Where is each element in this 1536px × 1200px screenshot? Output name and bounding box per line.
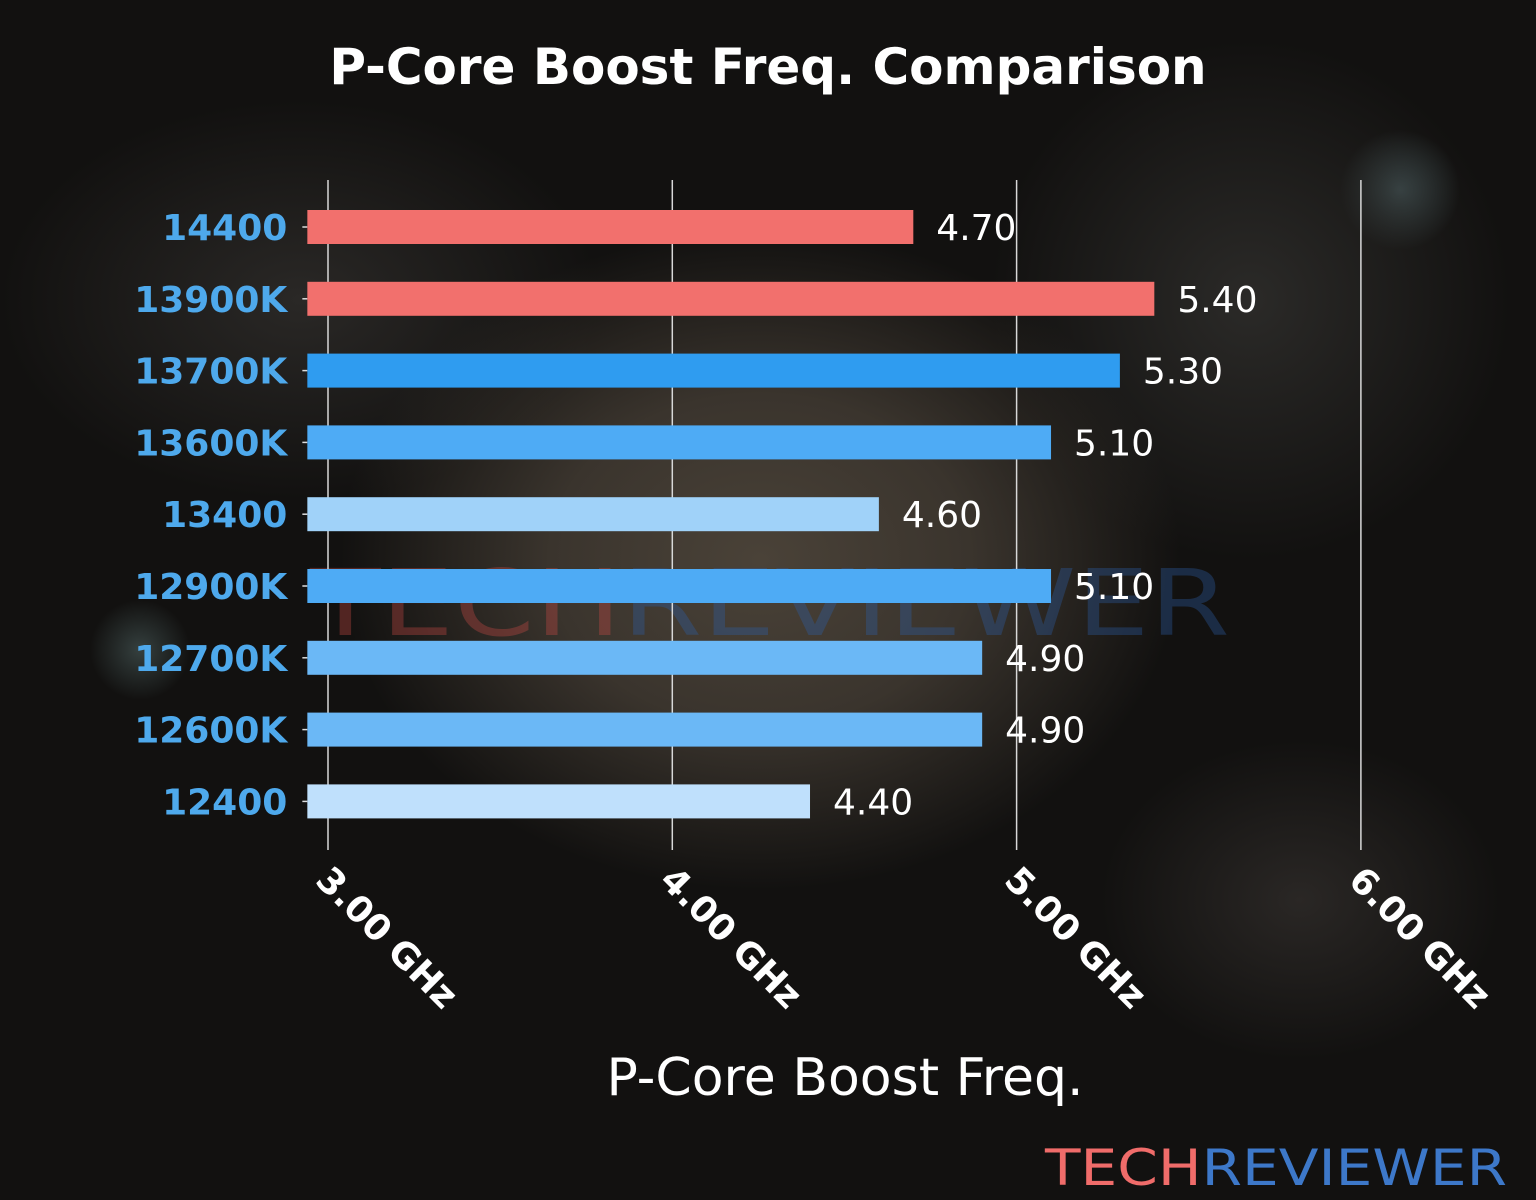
x-axis-label: P-Core Boost Freq. bbox=[606, 1048, 1083, 1108]
category-label: 12700K bbox=[134, 639, 288, 680]
data-label: 5.40 bbox=[1177, 280, 1257, 321]
watermark-center: TECH REVIEWER bbox=[309, 550, 1230, 657]
category-label: 14400 bbox=[162, 208, 287, 249]
data-label: 4.90 bbox=[1005, 711, 1085, 752]
data-label: 4.70 bbox=[936, 208, 1016, 249]
bar-12700K bbox=[307, 640, 983, 675]
data-label: 4.60 bbox=[902, 495, 982, 536]
x-tick-label: 5.00 GHz bbox=[996, 859, 1154, 1017]
watermark-logo: TECH REVIEWER bbox=[1044, 1139, 1507, 1197]
data-label: 5.10 bbox=[1074, 423, 1154, 464]
data-label: 4.40 bbox=[833, 782, 913, 823]
x-axis-ticks: 3.00 GHz 4.00 GHz 5.00 GHz 6.00 GHz bbox=[308, 859, 1499, 1017]
category-label: 13700K bbox=[134, 352, 288, 393]
category-label: 12400 bbox=[162, 782, 287, 823]
data-label: 5.30 bbox=[1143, 352, 1223, 393]
bar-12900K bbox=[307, 569, 1052, 603]
category-label: 13900K bbox=[134, 280, 288, 321]
bar-14400 bbox=[307, 210, 914, 244]
category-label: 12600K bbox=[134, 711, 288, 752]
category-label: 12900K bbox=[134, 567, 288, 608]
category-label: 13600K bbox=[134, 423, 288, 464]
bar-12600K bbox=[307, 712, 983, 747]
data-label: 4.90 bbox=[1005, 639, 1085, 680]
x-tick-label: 3.00 GHz bbox=[308, 859, 466, 1017]
bar-13700K bbox=[307, 353, 1120, 388]
bar-13600K bbox=[307, 425, 1052, 460]
x-tick-label: 6.00 GHz bbox=[1341, 859, 1499, 1017]
bar-13900K bbox=[307, 281, 1155, 316]
bar-12400 bbox=[307, 784, 811, 819]
category-label: 13400 bbox=[162, 495, 287, 536]
bar-13400 bbox=[307, 497, 879, 532]
chart-title: P-Core Boost Freq. Comparison bbox=[329, 38, 1206, 96]
x-tick-label: 4.00 GHz bbox=[652, 859, 810, 1017]
data-label: 5.10 bbox=[1074, 567, 1154, 608]
bars: 14400 4.70 13900K 5.40 13700K 5.30 13600K 5.10 1… bbox=[134, 208, 1257, 823]
